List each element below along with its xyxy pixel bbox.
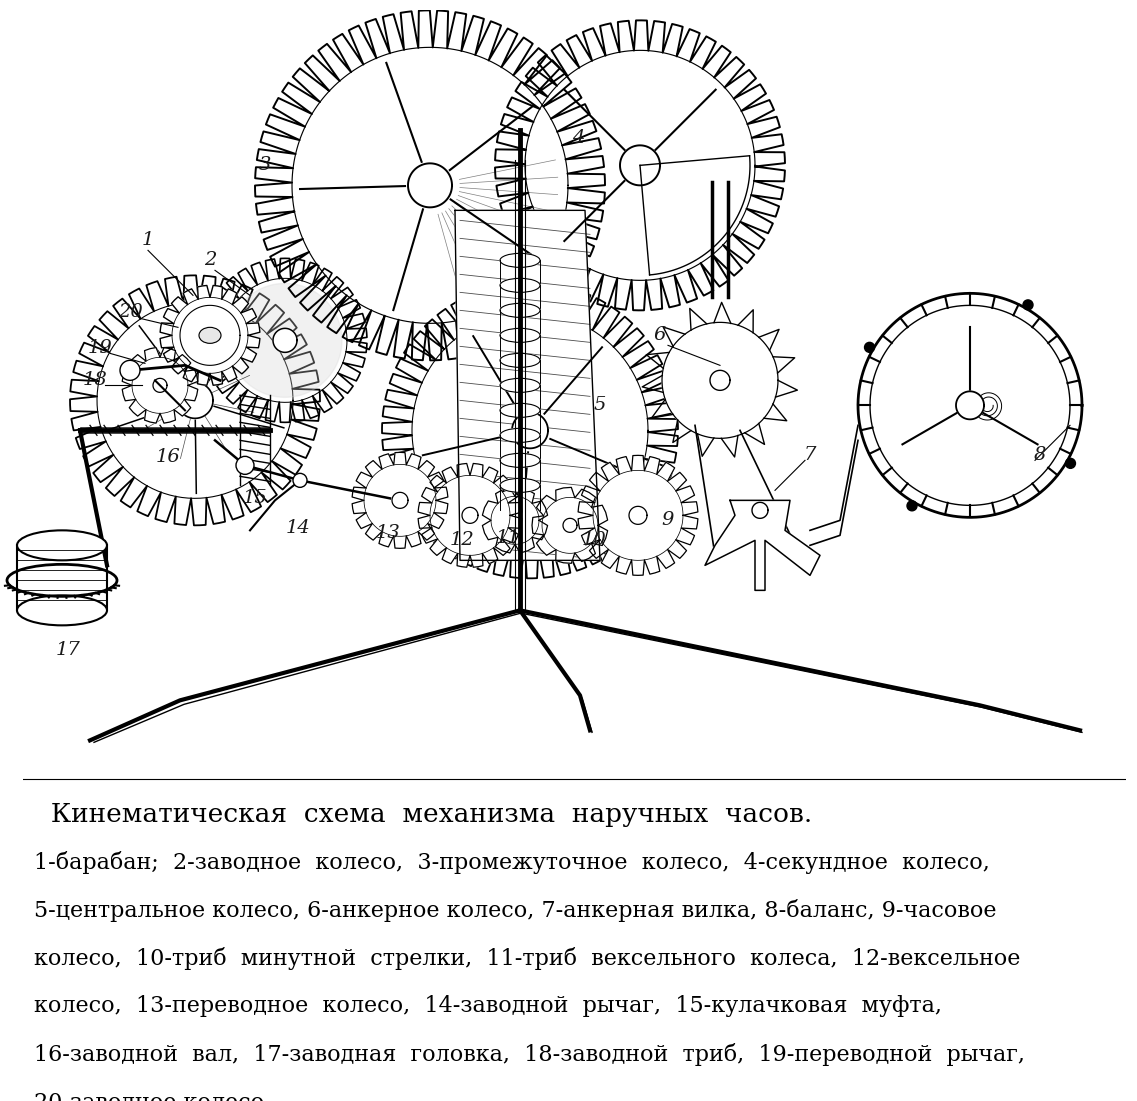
Polygon shape [455,210,600,560]
Polygon shape [956,391,984,419]
Text: Кинематическая  схема  механизма  наручных  часов.: Кинематическая схема механизма наручных … [34,803,812,827]
Polygon shape [177,382,213,418]
Polygon shape [382,282,678,578]
Polygon shape [495,20,785,310]
Polygon shape [512,413,548,448]
Polygon shape [70,275,319,525]
Text: 5: 5 [594,396,606,414]
Ellipse shape [199,327,221,344]
Text: 10: 10 [582,532,606,549]
Ellipse shape [500,353,540,368]
Ellipse shape [500,253,540,268]
Text: 1: 1 [142,231,155,249]
Polygon shape [482,488,548,553]
Ellipse shape [17,596,107,625]
Polygon shape [180,305,240,366]
Polygon shape [408,163,453,207]
Polygon shape [532,488,607,564]
Text: 15: 15 [242,489,267,508]
Text: 12: 12 [449,532,474,549]
Polygon shape [563,519,576,533]
Ellipse shape [17,531,107,560]
Text: 19: 19 [88,339,113,358]
Circle shape [1023,299,1034,309]
Text: 13: 13 [375,524,400,543]
Circle shape [907,501,918,511]
Text: 5-центральное колесо, 6-анкерное колесо, 7-анкерная вилка, 8-баланс, 9-часовое: 5-центральное колесо, 6-анкерное колесо,… [34,900,996,922]
Polygon shape [418,464,522,567]
Polygon shape [462,508,478,523]
Ellipse shape [500,403,540,417]
Polygon shape [392,492,408,509]
Text: 17: 17 [56,642,81,659]
Ellipse shape [500,428,540,443]
Ellipse shape [500,328,540,342]
Polygon shape [578,456,698,576]
Ellipse shape [500,279,540,293]
Polygon shape [662,323,778,438]
Polygon shape [629,506,647,524]
Text: 9: 9 [662,511,674,530]
Polygon shape [160,285,260,385]
Polygon shape [352,453,448,548]
Text: 2: 2 [204,251,216,270]
Circle shape [236,456,254,475]
Text: колесо,  13-переводное  колесо,  14-заводной  рычаг,  15-кулачковая  муфта,: колесо, 13-переводное колесо, 14-заводно… [34,995,941,1017]
Text: 20-заводное колесо: 20-заводное колесо [34,1091,264,1101]
Circle shape [293,473,307,488]
Circle shape [864,342,874,352]
Polygon shape [705,500,820,590]
Polygon shape [273,328,297,352]
Text: колесо,  10-триб  минутной  стрелки,  11-триб  вексельного  колеса,  12-вексельн: колесо, 10-триб минутной стрелки, 11-три… [34,947,1020,970]
Ellipse shape [500,454,540,467]
Polygon shape [122,348,198,423]
Polygon shape [204,259,367,423]
Polygon shape [153,379,167,392]
Text: 14: 14 [285,520,310,537]
Circle shape [1065,458,1076,468]
Polygon shape [709,370,730,391]
Ellipse shape [500,478,540,492]
Polygon shape [620,145,659,185]
Text: 11: 11 [496,530,521,547]
Text: 7: 7 [804,446,816,465]
Text: 18: 18 [83,371,107,390]
Polygon shape [229,283,342,397]
Text: 8: 8 [1034,446,1046,465]
Circle shape [121,360,140,380]
Text: 16: 16 [156,448,181,467]
Polygon shape [890,326,1049,486]
Text: 6: 6 [654,326,666,345]
Ellipse shape [500,379,540,392]
Wedge shape [640,155,750,275]
Polygon shape [752,502,767,519]
Polygon shape [255,10,605,360]
Text: 3: 3 [259,156,272,174]
Text: 1-барабан;  2-заводное  колесо,  3-промежуточное  колесо,  4-секундное  колесо,: 1-барабан; 2-заводное колесо, 3-промежут… [34,851,989,874]
Text: 4: 4 [572,129,584,148]
Text: 20: 20 [117,304,142,321]
Ellipse shape [500,304,540,317]
Text: 16-заводной  вал,  17-заводная  головка,  18-заводной  триб,  19-переводной  рыч: 16-заводной вал, 17-заводная головка, 18… [34,1043,1024,1066]
